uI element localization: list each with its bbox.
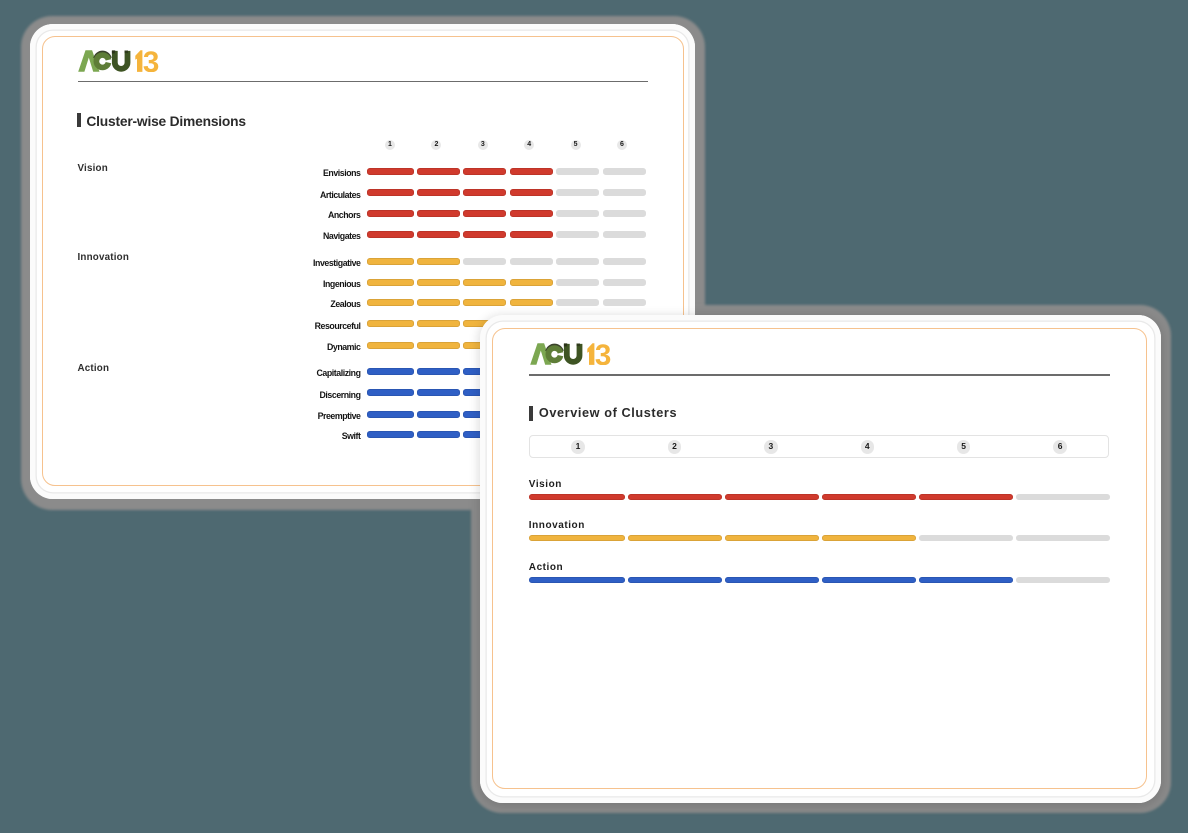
svg-text:3: 3 [142, 50, 158, 72]
svg-text:3: 3 [594, 343, 610, 365]
